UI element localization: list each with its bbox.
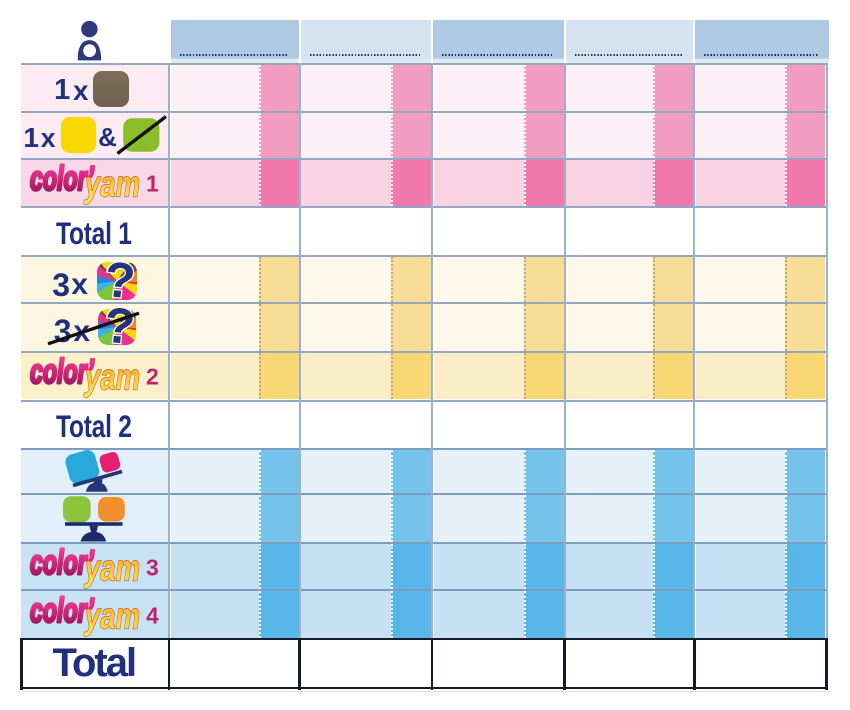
svg-text:1: 1 [146,171,159,197]
svg-text:color’: color’ [30,543,94,581]
svg-text:color’: color’ [30,591,94,629]
svg-text:2: 2 [146,364,159,390]
svg-text:color’: color’ [30,353,94,391]
svg-text:3: 3 [146,554,159,580]
svg-text:4: 4 [146,602,159,628]
svg-text:yam: yam [84,595,140,636]
svg-text:yam: yam [84,547,140,588]
svg-text:yam: yam [84,163,140,204]
svg-text:?: ? [101,259,137,303]
svg-text:?: ? [102,306,138,348]
svg-text:color’: color’ [30,160,94,198]
svg-text:yam: yam [84,356,140,397]
